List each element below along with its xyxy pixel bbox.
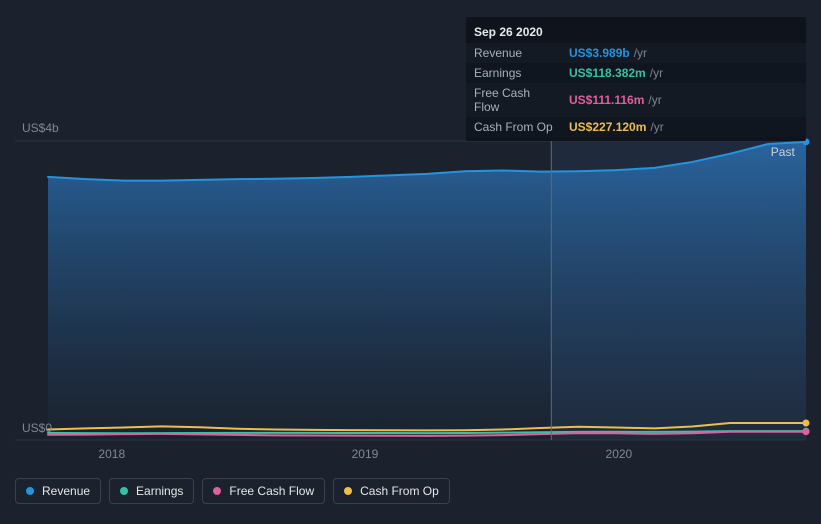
financials-chart: Sep 26 2020 RevenueUS$3.989b/yrEarningsU… (0, 0, 821, 524)
tooltip-row-label: Cash From Op (466, 117, 561, 137)
x-axis-label: 2019 (352, 447, 379, 461)
tooltip-row-value: US$227.120m/yr (561, 117, 806, 137)
legend-item-label: Free Cash Flow (229, 484, 314, 498)
tooltip-row-value: US$118.382m/yr (561, 63, 806, 83)
tooltip-row-label: Free Cash Flow (466, 83, 561, 117)
legend-item-label: Revenue (42, 484, 90, 498)
tooltip-row: RevenueUS$3.989b/yr (466, 43, 806, 63)
tooltip-row: Cash From OpUS$227.120m/yr (466, 117, 806, 137)
x-axis-label: 2018 (98, 447, 125, 461)
y-axis-label: US$4b (22, 121, 59, 135)
tooltip-row-label: Revenue (466, 43, 561, 63)
chart-tooltip: Sep 26 2020 RevenueUS$3.989b/yrEarningsU… (466, 17, 806, 141)
legend-item-earnings[interactable]: Earnings (109, 478, 194, 504)
past-label: Past (771, 145, 795, 159)
tooltip-row-label: Earnings (466, 63, 561, 83)
tooltip-row: EarningsUS$118.382m/yr (466, 63, 806, 83)
legend-item-revenue[interactable]: Revenue (15, 478, 101, 504)
tooltip-row-value: US$111.116m/yr (561, 83, 806, 117)
legend-dot-icon (213, 487, 221, 495)
legend-dot-icon (26, 487, 34, 495)
legend-item-label: Cash From Op (360, 484, 439, 498)
legend-item-cash-from-op[interactable]: Cash From Op (333, 478, 450, 504)
x-axis-label: 2020 (606, 447, 633, 461)
legend: Revenue Earnings Free Cash Flow Cash From O… (15, 478, 450, 504)
tooltip-row: Free Cash FlowUS$111.116m/yr (466, 83, 806, 117)
tooltip-table: RevenueUS$3.989b/yrEarningsUS$118.382m/y… (466, 43, 806, 137)
legend-dot-icon (120, 487, 128, 495)
legend-item-label: Earnings (136, 484, 183, 498)
legend-item-free-cash-flow[interactable]: Free Cash Flow (202, 478, 325, 504)
legend-dot-icon (344, 487, 352, 495)
y-axis-label: US$0 (22, 421, 52, 435)
tooltip-row-value: US$3.989b/yr (561, 43, 806, 63)
tooltip-date: Sep 26 2020 (466, 23, 806, 43)
